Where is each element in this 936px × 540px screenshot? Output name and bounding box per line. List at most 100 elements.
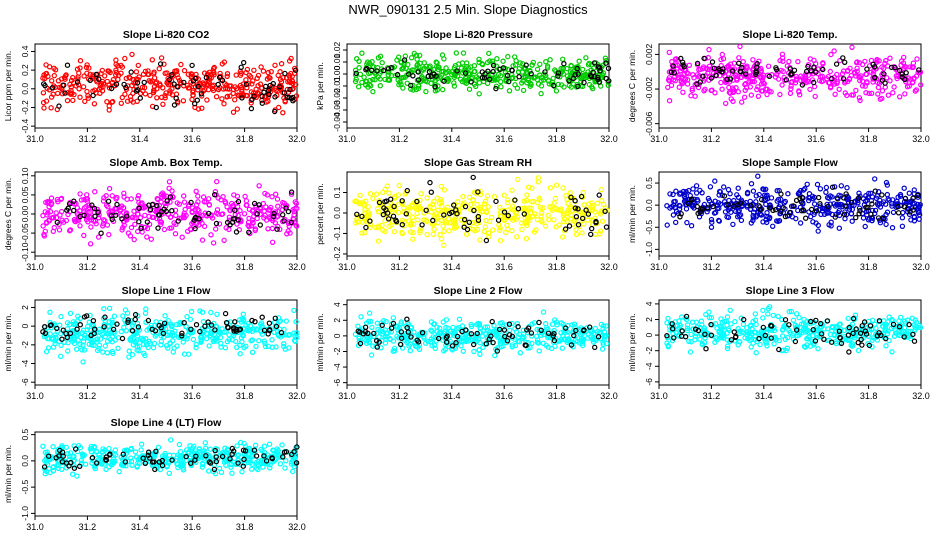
data-point	[441, 228, 447, 234]
data-point	[154, 95, 160, 101]
data-point	[863, 331, 870, 337]
data-point	[438, 183, 444, 190]
data-point	[181, 79, 187, 86]
data-point	[583, 55, 589, 61]
data-point	[725, 201, 731, 208]
data-point	[471, 189, 478, 195]
data-point	[388, 196, 394, 202]
data-point	[730, 68, 736, 74]
data-point	[523, 62, 529, 68]
data-point	[560, 212, 567, 219]
data-point	[764, 86, 770, 92]
data-point	[732, 334, 739, 340]
data-point	[887, 55, 893, 61]
data-point	[42, 324, 48, 330]
data-point	[114, 201, 120, 208]
data-point	[357, 192, 363, 199]
data-point	[680, 62, 686, 68]
data-point	[483, 341, 489, 347]
data-point	[462, 203, 469, 210]
data-point	[693, 326, 699, 332]
data-point	[701, 201, 708, 208]
data-point	[109, 320, 116, 326]
data-point	[686, 187, 692, 194]
data-point	[724, 76, 730, 83]
data-point	[290, 468, 296, 475]
data-point	[153, 104, 159, 111]
data-point	[42, 82, 48, 89]
data-point	[573, 332, 579, 339]
data-point	[273, 323, 280, 330]
data-point	[481, 200, 488, 207]
data-point	[555, 70, 562, 76]
data-point	[771, 327, 778, 334]
data-point	[160, 330, 167, 337]
data-point	[523, 235, 530, 242]
data-point	[213, 178, 220, 185]
data-point	[804, 181, 810, 187]
data-point	[433, 334, 439, 340]
data-point	[237, 207, 243, 214]
data-point	[77, 191, 83, 197]
data-point	[807, 321, 814, 327]
data-point	[591, 73, 598, 80]
data-point	[793, 197, 800, 204]
data-point	[681, 193, 688, 200]
data-point	[790, 317, 797, 323]
data-point	[540, 309, 547, 315]
data-point	[530, 59, 537, 66]
data-point	[497, 213, 504, 219]
data-point	[370, 76, 376, 83]
data-point	[757, 341, 763, 348]
data-point	[70, 207, 77, 214]
data-point	[813, 208, 820, 214]
data-point	[566, 78, 572, 84]
data-point	[765, 63, 772, 70]
data-point	[554, 322, 560, 328]
data-point	[431, 198, 437, 205]
data-point	[237, 439, 244, 446]
data-point	[244, 85, 250, 91]
data-point	[529, 62, 535, 68]
data-point	[178, 61, 184, 68]
data-point	[40, 90, 47, 96]
data-point	[896, 67, 903, 74]
data-point	[130, 76, 136, 83]
data-point	[725, 214, 732, 221]
data-point	[706, 314, 713, 321]
data-point	[697, 209, 703, 215]
data-point	[110, 350, 116, 357]
data-point	[899, 223, 906, 229]
data-point	[269, 193, 275, 200]
data-point	[849, 321, 856, 327]
data-point	[560, 185, 566, 191]
data-point	[405, 211, 411, 217]
data-point	[126, 348, 132, 354]
data-point	[486, 336, 492, 342]
data-point	[276, 104, 282, 111]
data-point	[160, 101, 166, 108]
data-point	[842, 209, 848, 215]
data-point	[222, 200, 229, 206]
data-point	[542, 69, 548, 75]
data-point	[118, 100, 125, 107]
data-point	[708, 314, 715, 321]
data-point	[391, 228, 398, 235]
data-point	[135, 195, 141, 202]
data-point	[684, 70, 690, 76]
data-point	[230, 109, 237, 115]
data-point	[767, 205, 773, 211]
data-point	[693, 190, 700, 196]
data-point	[500, 58, 506, 64]
data-point	[594, 200, 601, 206]
data-point	[827, 68, 834, 75]
data-point	[516, 339, 523, 345]
data-point	[602, 55, 609, 61]
data-point	[666, 97, 673, 104]
data-point	[203, 74, 209, 81]
data-point	[471, 68, 477, 75]
data-point	[725, 64, 731, 70]
data-point	[719, 333, 726, 339]
y-tick-label: -0.5	[644, 220, 654, 235]
